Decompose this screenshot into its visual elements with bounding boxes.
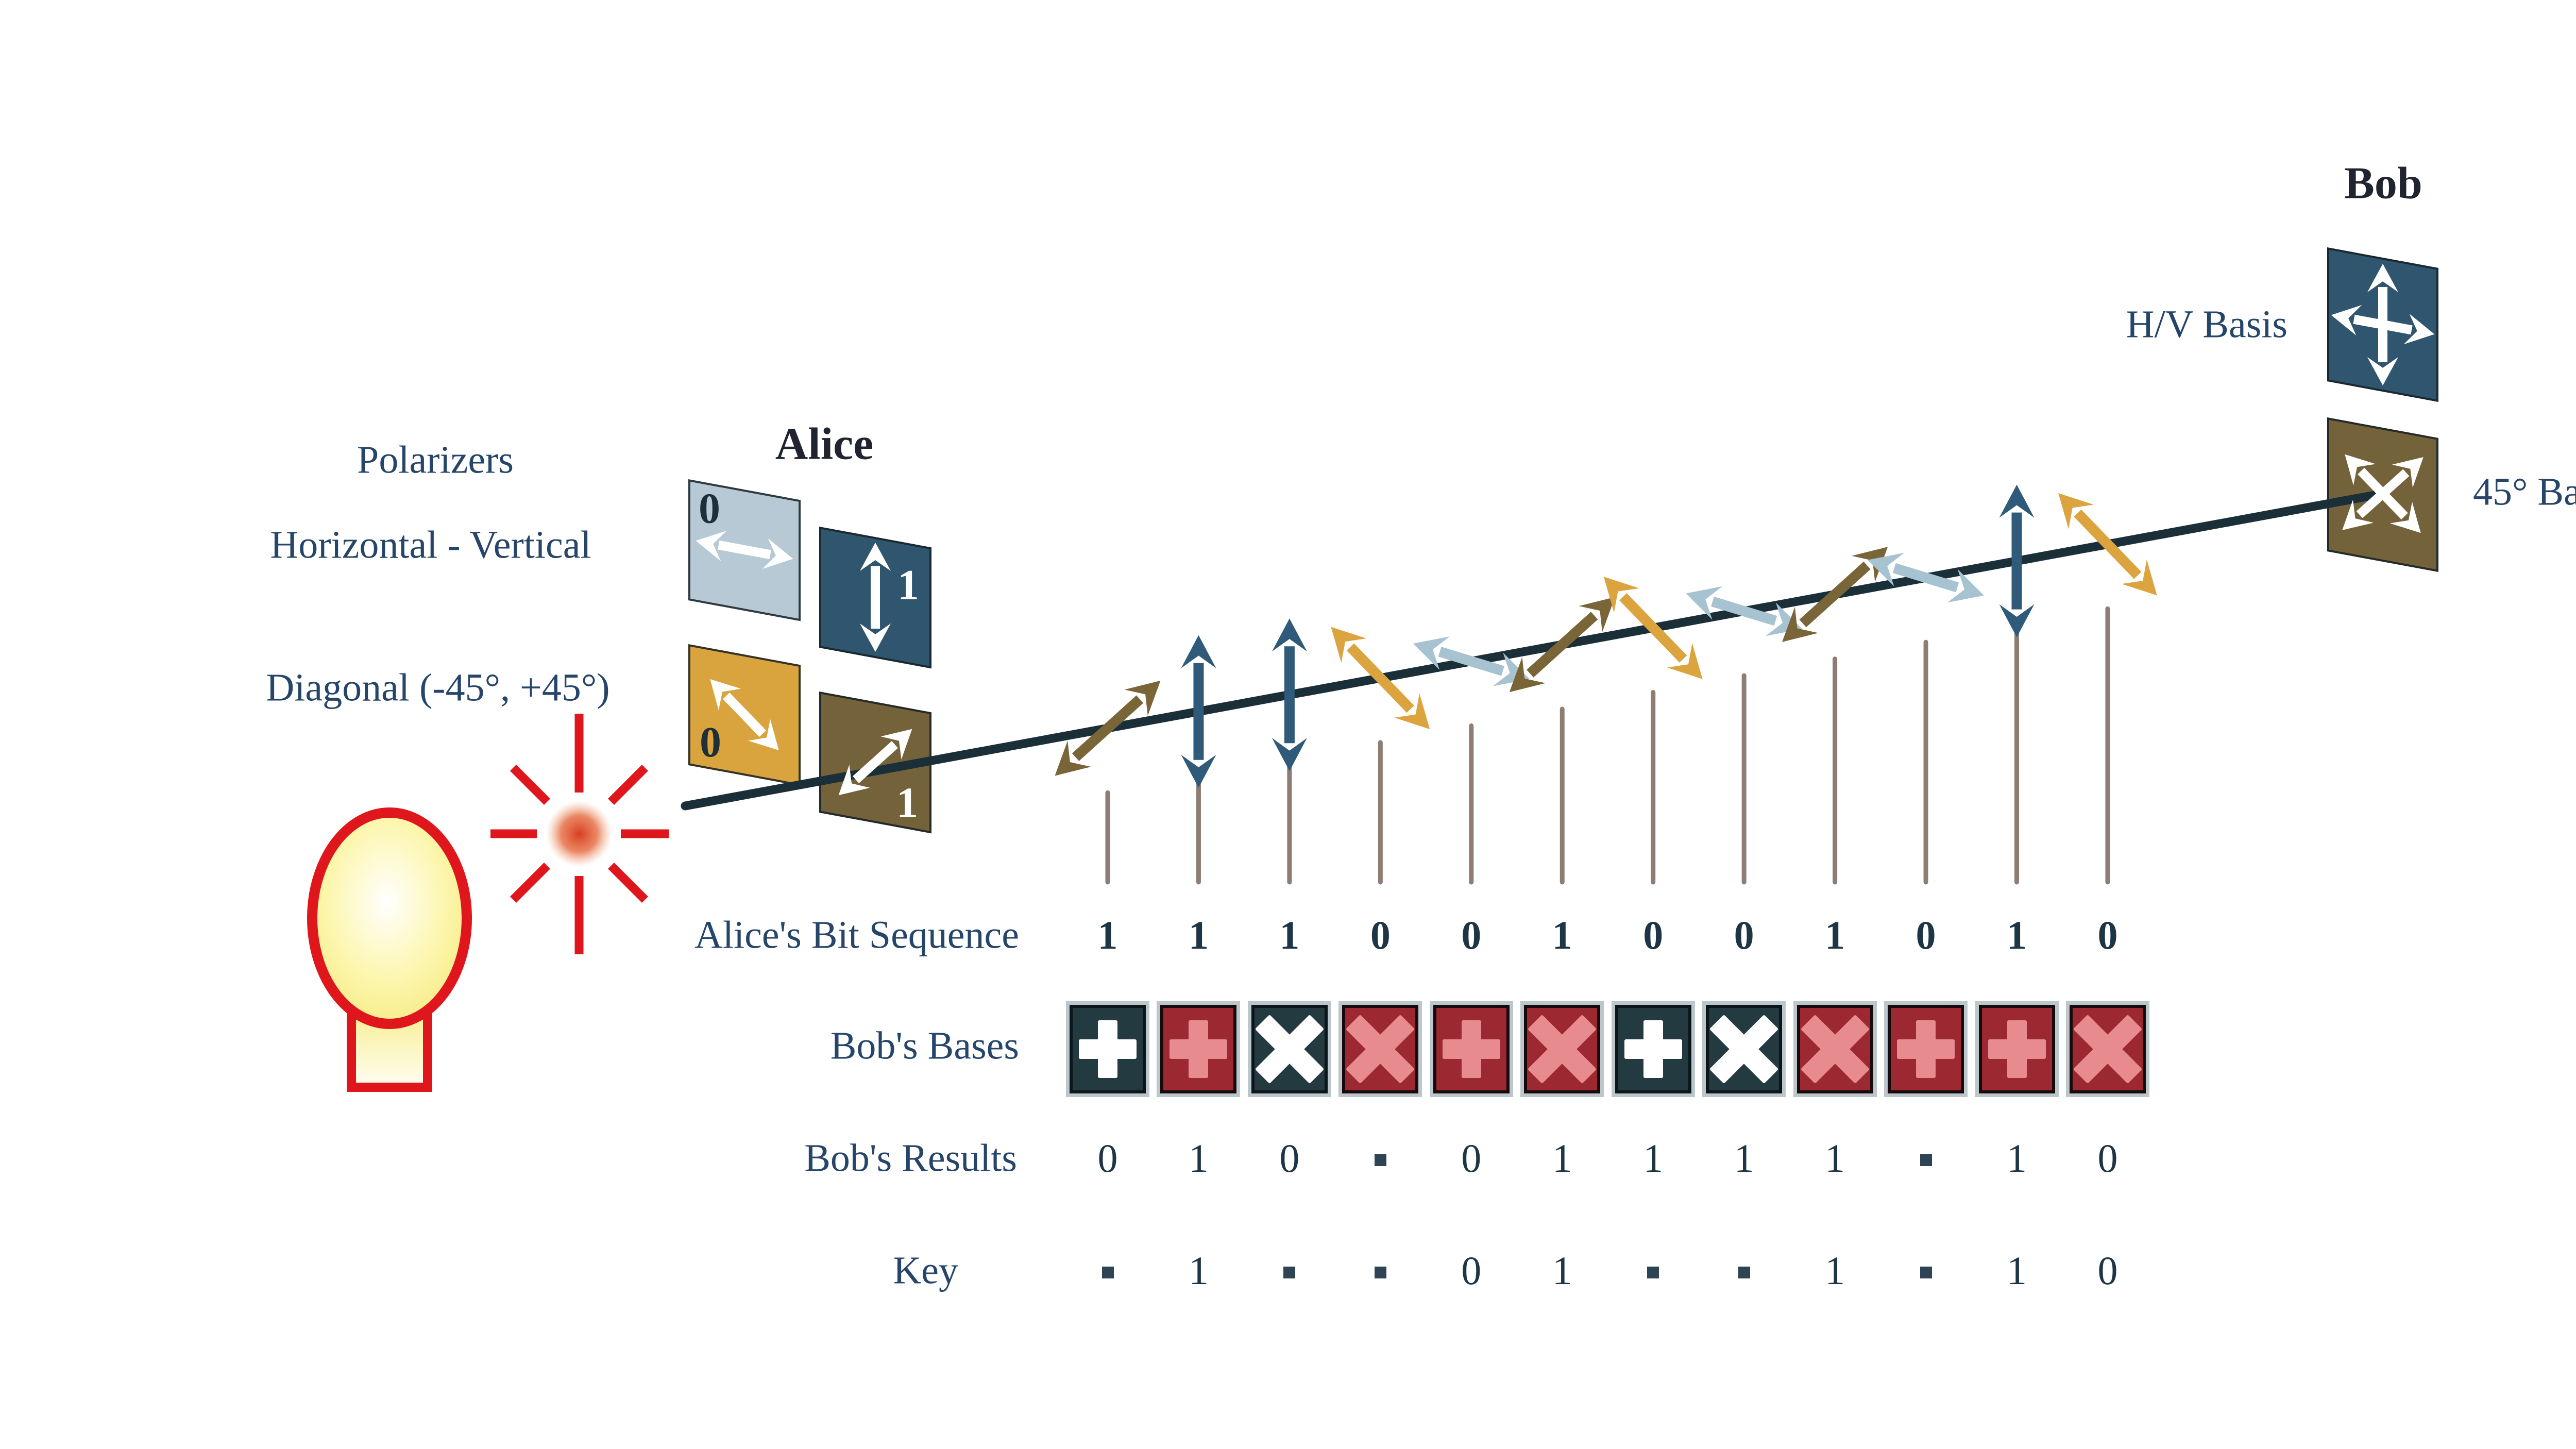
no-detection-dash bbox=[1920, 1154, 1932, 1166]
bobs-results-label: Bob's Results bbox=[804, 1136, 1017, 1180]
bob-basis-hv-square bbox=[1066, 1001, 1149, 1097]
bobs-bases-label: Bob's Bases bbox=[830, 1024, 1019, 1068]
basis-symbol-bar bbox=[1098, 1020, 1117, 1078]
no-detection-dash bbox=[1283, 1266, 1296, 1278]
key-bit-value bbox=[1703, 1251, 1785, 1291]
alice-bit-value: 0 bbox=[1916, 913, 1936, 957]
key-bit-value: 1 bbox=[2007, 1248, 2027, 1293]
alice-bit-value: 0 bbox=[1370, 913, 1391, 957]
key-bit-value bbox=[1339, 1251, 1421, 1291]
bob-basis-hv-square bbox=[1975, 1001, 2059, 1097]
alice-h-arrow-icon bbox=[696, 531, 793, 569]
bob-basis-diagonal-square bbox=[1702, 1001, 1786, 1097]
photon-arrow--45 bbox=[1603, 577, 1703, 679]
bob-result-value: 0 bbox=[1461, 1136, 1482, 1181]
bob-basis-hv-square bbox=[1611, 1001, 1695, 1097]
photon-arrow-H bbox=[1868, 552, 1984, 603]
key-label: Key bbox=[893, 1249, 958, 1292]
quantum-channel-line bbox=[681, 489, 2387, 811]
alice-bit-value: 0 bbox=[2097, 913, 2118, 957]
bob-45-b-arrow-icon bbox=[2342, 457, 2424, 530]
bob-result-value: 1 bbox=[1643, 1136, 1664, 1181]
bob-basis-diagonal-square bbox=[1520, 1001, 1604, 1097]
alice-bit-sequence-label: Alice's Bit Sequence bbox=[694, 913, 1019, 957]
no-detection-dash bbox=[1920, 1266, 1932, 1278]
alice-bit-value: 1 bbox=[1188, 913, 1209, 957]
bob-result-value: 1 bbox=[1188, 1136, 1209, 1181]
basis-symbol-bar bbox=[1643, 1020, 1663, 1078]
key-bit-value bbox=[1612, 1251, 1694, 1291]
bob-result-value: 1 bbox=[2007, 1136, 2027, 1181]
no-detection-dash bbox=[1647, 1266, 1659, 1278]
bob-hv-h-arrow-icon bbox=[2331, 305, 2435, 345]
photon-arrow-V bbox=[1999, 484, 2035, 637]
bob-result-value: 1 bbox=[1734, 1136, 1754, 1181]
diagonal-label: Diagonal (-45°, +45°) bbox=[266, 666, 610, 710]
key-bit-value: 1 bbox=[1552, 1248, 1572, 1293]
key-bit-value: 0 bbox=[2097, 1248, 2118, 1293]
light-bulb-icon bbox=[307, 807, 472, 1092]
alice-bit-value: 0 bbox=[1734, 913, 1754, 957]
bob-basis-diagonal-square bbox=[2065, 1001, 2149, 1097]
bob-basis-diagonal-square bbox=[1793, 1001, 1877, 1097]
bob-result-value bbox=[1339, 1138, 1421, 1178]
photon-flash-icon bbox=[490, 714, 669, 954]
bob-title: Bob bbox=[2344, 158, 2422, 209]
key-bit-value bbox=[1066, 1251, 1149, 1291]
polarizers-label: Polarizers bbox=[357, 438, 514, 482]
bob-basis-hv-square bbox=[1884, 1001, 1968, 1097]
basis-symbol-bar bbox=[1461, 1020, 1481, 1078]
basis-symbol-bar bbox=[1189, 1020, 1209, 1078]
hv-basis-label: H/V Basis bbox=[2126, 302, 2287, 346]
no-detection-dash bbox=[1374, 1266, 1386, 1278]
alice-plus45-arrow-icon bbox=[838, 729, 912, 796]
photon-arrow-V bbox=[1181, 635, 1216, 788]
key-bit-value bbox=[1885, 1251, 1967, 1291]
no-detection-dash bbox=[1101, 1266, 1114, 1278]
basis-symbol-bar bbox=[2007, 1020, 2027, 1078]
alice-title: Alice bbox=[775, 419, 874, 469]
45-basis-label: 45° Basis bbox=[2473, 470, 2576, 514]
alice-bit-value: 1 bbox=[2007, 913, 2027, 957]
basis-symbol-bar bbox=[1916, 1020, 1936, 1078]
alice-v-arrow-icon bbox=[860, 543, 891, 652]
alice-minus45-arrow-icon bbox=[710, 679, 779, 751]
horizontal-vertical-label: Horizontal - Vertical bbox=[270, 523, 591, 567]
bob-result-value: 1 bbox=[1825, 1136, 1845, 1181]
photon-arrow-+45 bbox=[1782, 547, 1888, 642]
photon-arrow-V bbox=[1272, 618, 1307, 771]
no-detection-dash bbox=[1738, 1266, 1750, 1278]
alice-bit-value: 1 bbox=[1279, 913, 1300, 957]
bob-basis-diagonal-square bbox=[1247, 1001, 1331, 1097]
bob-result-value: 0 bbox=[1279, 1136, 1300, 1181]
alice-bit-value: 1 bbox=[1097, 913, 1118, 957]
bob-result-value bbox=[1885, 1138, 1967, 1178]
bob-basis-hv-square bbox=[1429, 1001, 1513, 1097]
photon-arrow--45 bbox=[1331, 627, 1430, 730]
key-bit-value bbox=[1248, 1251, 1331, 1291]
key-bit-value: 1 bbox=[1188, 1248, 1209, 1293]
photon-arrow--45 bbox=[2058, 493, 2157, 596]
photon-arrow-+45 bbox=[1509, 597, 1615, 693]
bob-result-value: 0 bbox=[2097, 1136, 2118, 1181]
bob-result-value: 1 bbox=[1552, 1136, 1572, 1181]
no-detection-dash bbox=[1374, 1154, 1386, 1166]
alice-bit-value: 1 bbox=[1552, 913, 1572, 957]
alice-bit-value: 0 bbox=[1461, 913, 1482, 957]
bob-result-value: 0 bbox=[1097, 1136, 1118, 1181]
key-bit-value: 0 bbox=[1461, 1248, 1482, 1293]
key-bit-value: 1 bbox=[1825, 1248, 1845, 1293]
alice-bit-value: 0 bbox=[1643, 913, 1664, 957]
bob-basis-diagonal-square bbox=[1338, 1001, 1422, 1097]
bob-basis-hv-square bbox=[1157, 1001, 1241, 1097]
alice-bit-value: 1 bbox=[1825, 913, 1845, 957]
photon-arrow-+45 bbox=[1055, 680, 1161, 776]
